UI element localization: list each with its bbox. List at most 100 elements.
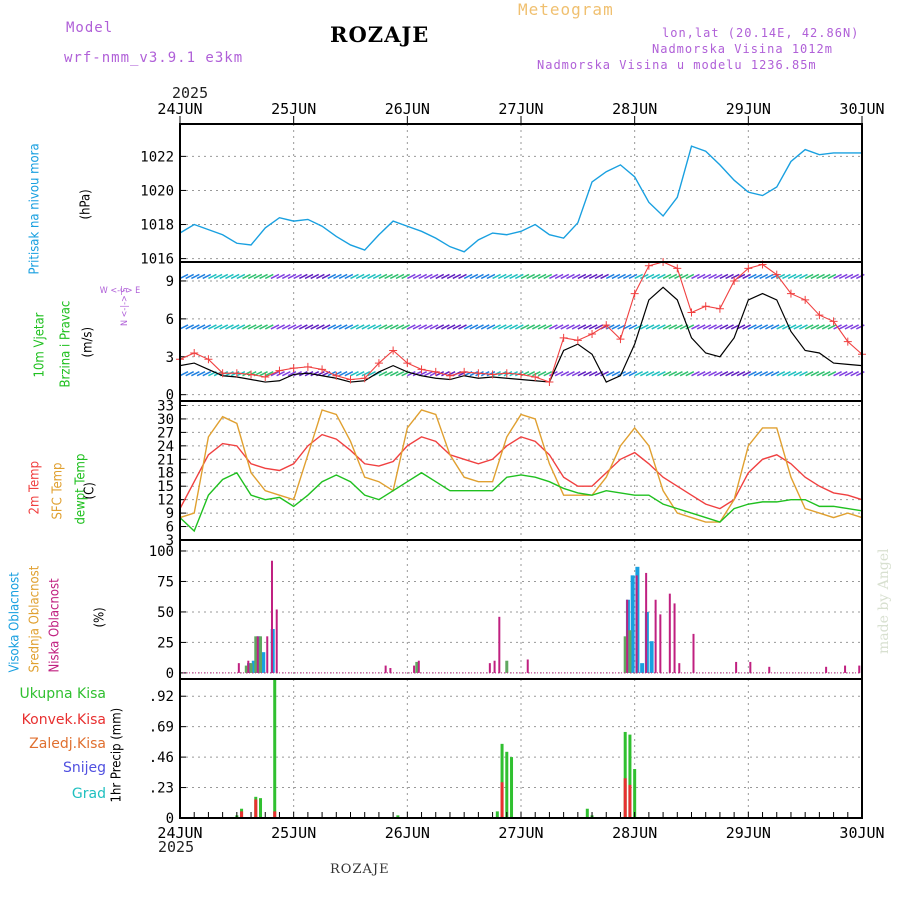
precip-bar [396, 815, 400, 818]
wind-barb [804, 371, 814, 377]
gust-marker [644, 261, 653, 270]
wind-barb [384, 324, 393, 330]
wind-barb [628, 273, 638, 280]
wind-barb [514, 324, 524, 330]
ytick-label: 1022 [140, 149, 174, 165]
xtick-label-bottom: 28JUN [612, 824, 657, 842]
model-altitude-info: Nadmorska Visina u modelu 1236.85m [537, 58, 817, 72]
ytick-label: 33 [157, 398, 174, 414]
gust-marker [616, 335, 625, 344]
wind-barb [827, 371, 837, 377]
gust-marker [360, 374, 369, 383]
wind-barb [503, 273, 513, 280]
gust-marker [630, 289, 639, 298]
wind-barb [725, 324, 734, 330]
wind-barb [543, 324, 553, 330]
wind-barb [759, 371, 769, 377]
wind-barb [622, 371, 632, 377]
wind-barb [645, 273, 655, 280]
xtick-label-bottom: 30JUN [839, 824, 884, 842]
gust-marker [247, 370, 256, 379]
wind-barb [310, 273, 320, 280]
wind-barb [668, 273, 678, 280]
wind-barb [350, 371, 359, 377]
wind-barb [685, 371, 695, 377]
wind-barb [179, 273, 189, 280]
precip-legend-convective: Konvek.Kisa [21, 712, 106, 728]
gust-marker [488, 370, 497, 379]
wind-barb [492, 273, 501, 280]
xtick-label-top: 27JUN [498, 100, 543, 118]
wind-barb [219, 273, 229, 280]
wind-barb [327, 273, 337, 280]
precip-bar [628, 734, 632, 818]
wind-barb [355, 324, 365, 330]
wind-barb [372, 273, 382, 280]
wind-barb [611, 324, 621, 330]
gust-marker [744, 264, 753, 273]
wind-barb [776, 371, 786, 377]
wind-barb [588, 371, 598, 377]
precip-bar [240, 811, 244, 818]
wind-barb [253, 324, 263, 330]
wind-barb [242, 273, 251, 280]
wind-barb [651, 371, 661, 377]
wind-barb [662, 371, 672, 377]
wind-barb [765, 273, 774, 280]
gust-marker [772, 270, 781, 279]
xtick-label-bottom: 29JUN [726, 824, 771, 842]
wind-barb [219, 324, 229, 330]
xtick-label-bottom: 24JUN [157, 824, 202, 842]
xtick-label-bottom: 27JUN [498, 824, 543, 842]
ytick-label: 100 [149, 544, 174, 560]
wind-barb [412, 324, 422, 330]
wind-barb [401, 324, 410, 330]
wind-barb [202, 371, 212, 377]
wind-barb [333, 273, 342, 280]
gust-marker [474, 369, 483, 378]
wind-barb [537, 273, 547, 280]
cloud-bar [678, 663, 681, 673]
wind-barb [435, 324, 445, 330]
wind-barb [674, 371, 683, 377]
wind-barb [583, 273, 592, 280]
wind-barb [844, 273, 854, 280]
wind-barb [560, 324, 570, 330]
wind-barb [270, 371, 280, 377]
gust-marker [275, 366, 284, 375]
wind-barb [543, 371, 553, 377]
footer-station: ROZAJE [330, 862, 390, 877]
wind-barb [276, 371, 285, 377]
wind-barb [321, 273, 331, 280]
wind-barb [259, 371, 268, 377]
wind-barb [634, 324, 644, 330]
wind-barb [333, 324, 342, 330]
gust-marker [445, 371, 454, 380]
wind-barb [577, 371, 587, 377]
ytick-label: .69 [149, 720, 174, 736]
wind-barb [782, 371, 791, 377]
cloud-bar [251, 660, 256, 673]
precip-legend-total: Ukupna Kisa [19, 686, 106, 702]
wind-barb [196, 273, 206, 280]
xtick-label-top: 28JUN [612, 100, 657, 118]
altitude-info: Nadmorska Visina 1012m [652, 42, 833, 56]
cloud-bar [749, 661, 752, 673]
gust-marker [673, 264, 682, 273]
wind-barb [304, 273, 314, 280]
wind-barb [293, 273, 303, 280]
wind-barb [384, 371, 393, 377]
wind-barb [247, 371, 257, 377]
cloud-bar [244, 665, 248, 673]
wind-barb [469, 324, 479, 330]
cloud-bar [389, 668, 392, 673]
wind-barb [526, 324, 536, 330]
wind-barb [685, 273, 695, 280]
wind-barb [395, 273, 405, 280]
gust-marker [531, 372, 540, 381]
cloud-bar [626, 599, 629, 673]
wind-barb [571, 371, 581, 377]
wind-barb [821, 371, 831, 377]
wind-barb [441, 324, 450, 330]
wind-barb [747, 273, 757, 280]
